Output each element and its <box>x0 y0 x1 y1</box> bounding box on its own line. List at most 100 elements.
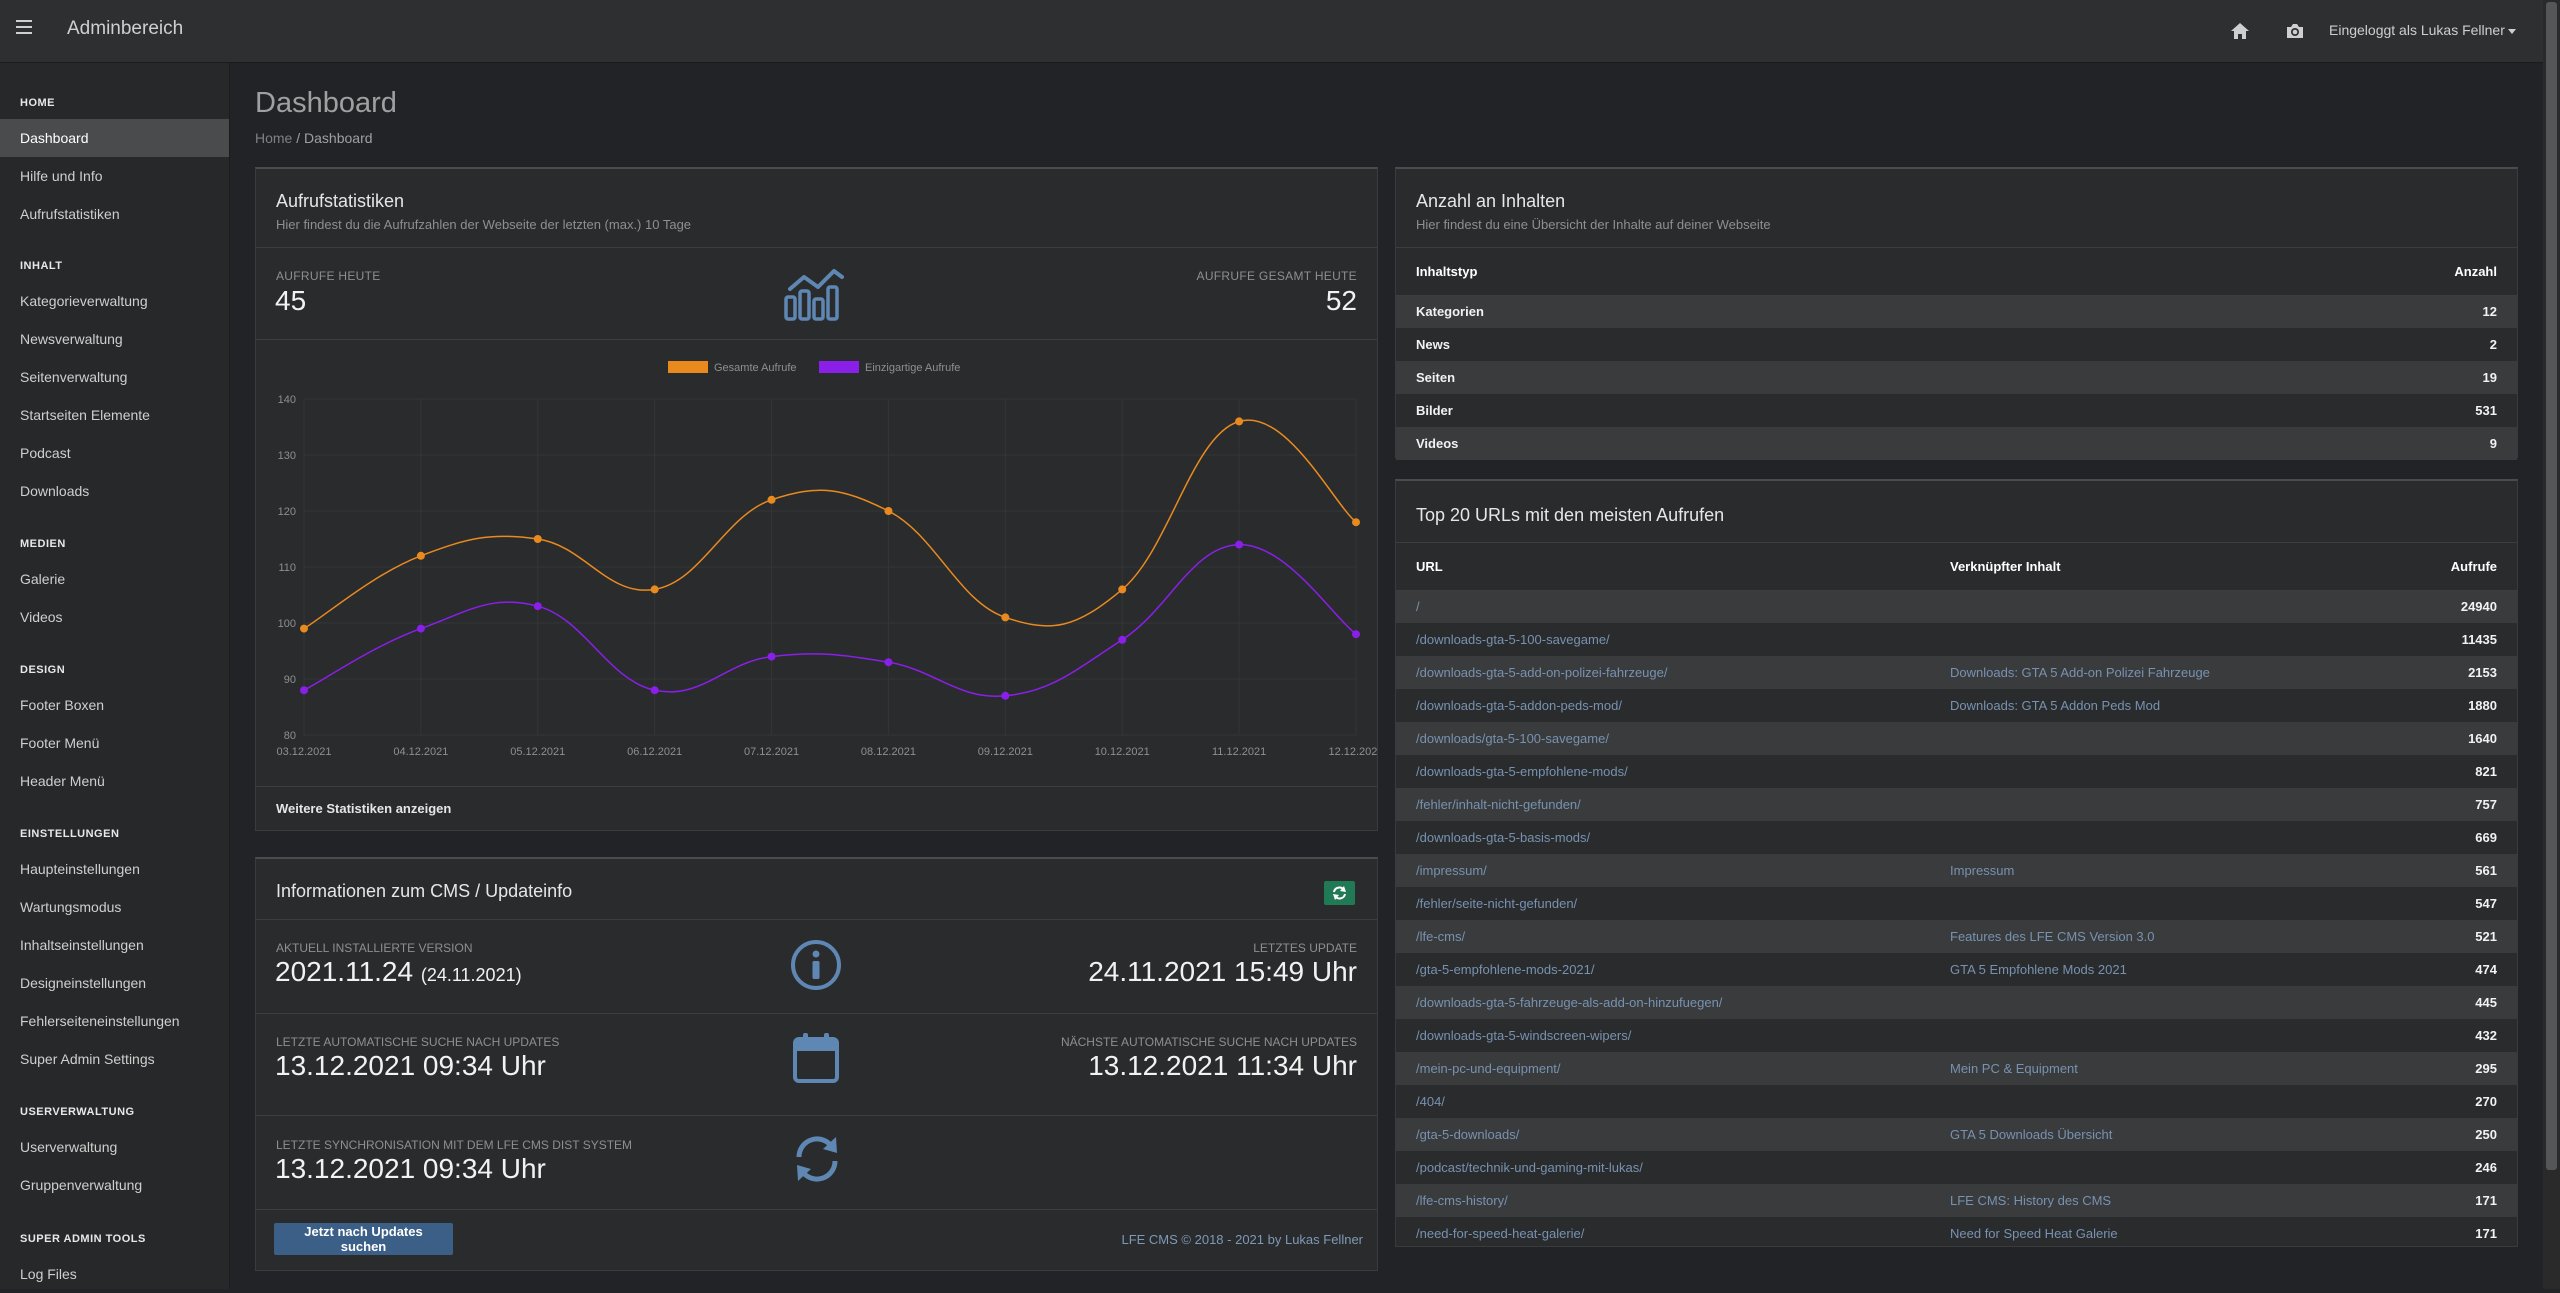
linked-content-link <box>1930 1019 2386 1052</box>
sidebar-item-userverwaltung[interactable]: Userverwaltung <box>20 1139 118 1155</box>
sidebar-item-haupteinstellungen[interactable]: Haupteinstellungen <box>20 861 140 877</box>
more-stats-link[interactable]: Weitere Statistiken anzeigen <box>276 801 452 816</box>
url-link[interactable]: /downloads-gta-5-basis-mods/ <box>1416 830 1591 845</box>
sidebar-item-gruppenverwaltung[interactable]: Gruppenverwaltung <box>20 1177 143 1193</box>
calendar-icon <box>793 1033 839 1083</box>
sidebar-item-wartungsmodus[interactable]: Wartungsmodus <box>20 899 122 915</box>
home-icon[interactable] <box>2229 20 2251 42</box>
linked-content-link[interactable]: Mein PC & Equipment <box>1930 1052 2386 1085</box>
url-link[interactable]: /fehler/inhalt-nicht-gefunden/ <box>1396 788 1930 821</box>
url-link[interactable]: /lfe-cms-history/ <box>1396 1184 1930 1217</box>
data-point <box>1235 540 1244 549</box>
url-link[interactable]: /fehler/seite-nicht-gefunden/ <box>1416 896 1578 911</box>
table-row: /downloads-gta-5-addon-peds-mod/Download… <box>1396 689 2517 722</box>
sidebar-item-galerie[interactable]: Galerie <box>20 571 66 587</box>
sidebar-item-downloads[interactable]: Downloads <box>20 483 90 499</box>
sidebar-item-videos[interactable]: Videos <box>20 609 63 625</box>
sidebar-item-seitenverwaltung[interactable]: Seitenverwaltung <box>20 369 128 385</box>
breadcrumb-home-link[interactable]: Home <box>255 130 293 146</box>
url-link[interactable]: /downloads-gta-5-empfohlene-mods/ <box>1416 764 1628 779</box>
next-search-value: 13.12.2021 11:34 Uhr <box>1088 1050 1357 1081</box>
camera-icon[interactable] <box>2284 21 2306 41</box>
x-tick-label: 09.12.2021 <box>978 746 1033 758</box>
linked-content-link[interactable]: Impressum <box>1930 854 2386 887</box>
url-link[interactable]: /impressum/ <box>1396 854 1930 887</box>
data-point <box>884 658 893 667</box>
y-tick-label: 110 <box>278 562 296 574</box>
sidebar-item-footer-boxen[interactable]: Footer Boxen <box>20 697 105 713</box>
linked-content-link <box>1930 788 2386 821</box>
linked-content-link[interactable]: Features des LFE CMS Version 3.0 <box>1930 920 2386 953</box>
url-link[interactable]: /downloads/gta-5-100-savegame/ <box>1396 722 1930 755</box>
url-link[interactable]: /lfe-cms/ <box>1396 920 1930 953</box>
table-row: / 24940 <box>1396 590 2517 623</box>
url-link[interactable]: /404/ <box>1416 1094 1445 1109</box>
cell-count: 19 <box>2030 361 2517 394</box>
content-count-table: Inhaltstyp Anzahl Kategorien 12 News 2 Sei… <box>1396 248 2517 460</box>
x-tick-label: 12.12.2021 <box>1328 746 1377 758</box>
url-link[interactable]: /downloads-gta-5-fahrzeuge-als-add-on-hi… <box>1396 986 1930 1019</box>
linked-content-link <box>1930 722 2386 755</box>
url-link[interactable]: /downloads-gta-5-windscreen-wipers/ <box>1416 1028 1632 1043</box>
sidebar-section-inhalt: INHALT <box>20 260 63 272</box>
scrollbar-thumb[interactable] <box>2546 2 2557 1170</box>
sidebar-item-dashboard[interactable]: Dashboard <box>0 119 229 157</box>
linked-content-link[interactable]: GTA 5 Downloads Übersicht <box>1930 1118 2386 1151</box>
call-count: 445 <box>2385 986 2517 1019</box>
sidebar-item-newsverwaltung[interactable]: Newsverwaltung <box>20 331 123 347</box>
table-row: Videos 9 <box>1396 427 2517 460</box>
app-title[interactable]: Adminbereich <box>67 18 184 39</box>
sidebar-item-inhaltseinstellungen[interactable]: Inhaltseinstellungen <box>20 937 144 953</box>
url-link[interactable]: /need-for-speed-heat-galerie/ <box>1416 1226 1585 1241</box>
linked-content-link[interactable]: GTA 5 Empfohlene Mods 2021 <box>1950 962 2127 977</box>
url-link[interactable]: /downloads-gta-5-add-on-polizei-fahrzeug… <box>1396 656 1930 689</box>
page-scrollbar[interactable] <box>2543 0 2560 1289</box>
divider <box>1396 247 2517 248</box>
data-point <box>650 686 659 695</box>
linked-content-link[interactable]: Need for Speed Heat Galerie <box>1950 1226 2118 1241</box>
sidebar-item-header-menu[interactable]: Header Menü <box>20 773 105 789</box>
url-link[interactable]: /downloads-gta-5-addon-peds-mod/ <box>1416 698 1622 713</box>
sidebar-item-hilfe[interactable]: Hilfe und Info <box>20 168 103 184</box>
user-menu-label: Eingeloggt als Lukas Fellner <box>2329 22 2505 38</box>
check-updates-button[interactable]: Jetzt nach Updates suchen <box>274 1223 453 1255</box>
breadcrumb-separator: / <box>296 130 301 146</box>
sidebar-item-aufrufstatistiken[interactable]: Aufrufstatistiken <box>20 206 120 222</box>
url-link[interactable]: /gta-5-downloads/ <box>1396 1118 1930 1151</box>
y-tick-label: 130 <box>278 450 296 462</box>
sidebar-item-kategorieverwaltung[interactable]: Kategorieverwaltung <box>20 293 148 309</box>
sidebar-item-log-files[interactable]: Log Files <box>20 1266 77 1282</box>
sidebar-item-footer-menu[interactable]: Footer Menü <box>20 735 100 751</box>
url-link[interactable]: / <box>1396 590 1930 623</box>
table-row: /downloads/gta-5-100-savegame/1640 <box>1396 722 2517 755</box>
linked-content-link <box>1930 1085 2386 1118</box>
data-point <box>533 535 542 543</box>
sidebar-item-podcast[interactable]: Podcast <box>20 445 71 461</box>
sidebar-section-userverwaltung: USERVERWALTUNG <box>20 1106 135 1118</box>
sidebar-section-medien: MEDIEN <box>20 538 66 550</box>
sidebar-item-designeinstellungen[interactable]: Designeinstellungen <box>20 975 147 991</box>
table-header-row: URL Verknüpfter Inhalt Aufrufe <box>1396 543 2517 591</box>
urls-panel-title: Top 20 URLs mit den meisten Aufrufen <box>1416 505 1725 525</box>
table-row: Seiten 19 <box>1396 361 2517 394</box>
sidebar-item-super-admin-settings[interactable]: Super Admin Settings <box>20 1051 155 1067</box>
sidebar-item-startseiten-elemente[interactable]: Startseiten Elemente <box>20 407 150 423</box>
url-link[interactable]: /mein-pc-und-equipment/ <box>1396 1052 1930 1085</box>
linked-content-link[interactable]: LFE CMS: History des CMS <box>1930 1184 2386 1217</box>
linked-content-link[interactable]: Downloads: GTA 5 Addon Peds Mod <box>1950 698 2161 713</box>
call-count: 295 <box>2385 1052 2517 1085</box>
sidebar-item-fehlerseiteneinstellungen[interactable]: Fehlerseiteneinstellungen <box>20 1013 180 1029</box>
data-point <box>416 551 425 560</box>
data-point <box>1352 630 1360 639</box>
stats-panel-title: Aufrufstatistiken <box>276 191 405 211</box>
hamburger-icon[interactable] <box>16 20 32 34</box>
call-count: 1640 <box>2385 722 2517 755</box>
content-panel-title: Anzahl an Inhalten <box>1416 191 1566 211</box>
url-link[interactable]: /gta-5-empfohlene-mods-2021/ <box>1416 962 1595 977</box>
refresh-button[interactable] <box>1324 881 1355 905</box>
linked-content-link[interactable]: Downloads: GTA 5 Add-on Polizei Fahrzeug… <box>1930 656 2386 689</box>
url-link[interactable]: /podcast/technik-und-gaming-mit-lukas/ <box>1416 1160 1643 1175</box>
call-count: 2153 <box>2385 656 2517 689</box>
user-menu-dropdown[interactable]: Eingeloggt als Lukas Fellner <box>2329 22 2516 38</box>
url-link[interactable]: /downloads-gta-5-100-savegame/ <box>1416 632 1610 647</box>
